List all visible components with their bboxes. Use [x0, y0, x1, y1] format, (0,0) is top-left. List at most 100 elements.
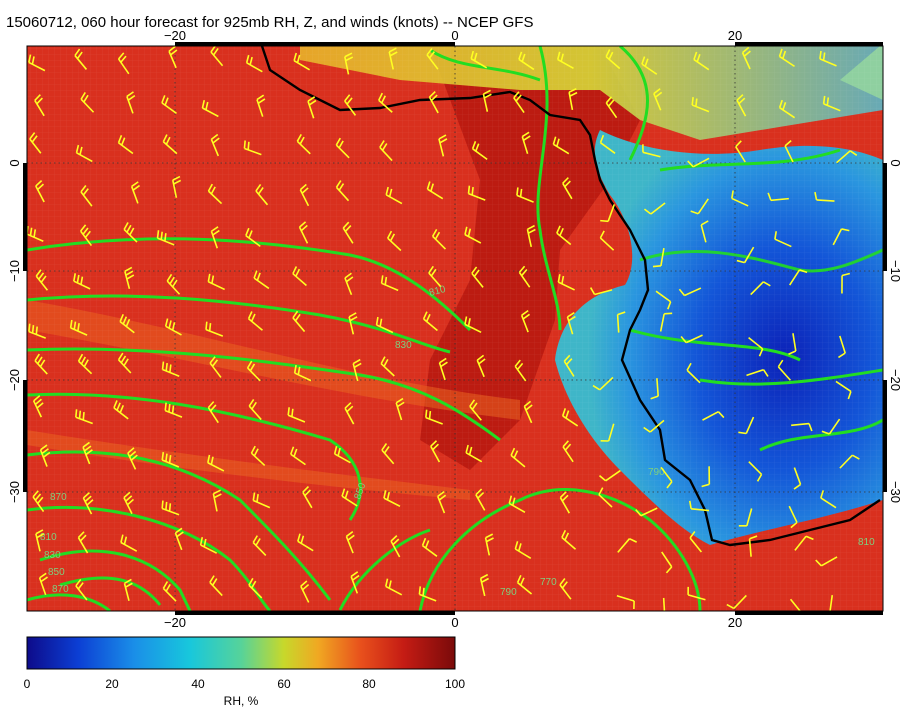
wind-barb-staff [820, 556, 838, 567]
wind-barb-staff [823, 103, 841, 112]
wind-barb-feather [34, 398, 42, 406]
wind-barb-feather [84, 495, 92, 503]
wind-barb-staff [653, 93, 662, 111]
wind-barb-feather [160, 231, 163, 240]
wind-barb-feather [82, 492, 90, 499]
wind-barb-feather [383, 490, 387, 499]
wind-barb-staff [558, 281, 575, 291]
wind-barb-feather [731, 190, 734, 199]
wind-barb-staff [250, 452, 266, 466]
wind-barb-feather [598, 474, 607, 482]
wind-barb-staff [562, 415, 579, 427]
wind-barb-staff [520, 315, 529, 333]
wind-barb-staff [426, 54, 439, 70]
wind-barb-staff [395, 402, 403, 421]
wind-barb-feather [438, 134, 447, 140]
wind-barb-feather [125, 495, 133, 502]
wind-barb-feather [249, 363, 256, 372]
wind-barb-staff [302, 491, 313, 509]
wind-barb-staff [750, 281, 764, 296]
wind-barb-feather [76, 51, 83, 60]
wind-barb-feather [467, 318, 471, 327]
wind-barb-feather [344, 94, 351, 102]
wind-barb-feather [516, 362, 524, 371]
wind-barb-feather [478, 358, 486, 365]
wind-barb-feather [556, 51, 561, 60]
contour-label: 870 [50, 492, 67, 503]
wind-barb-staff [345, 536, 354, 554]
wind-barb-staff [255, 190, 269, 206]
wind-barb-staff [684, 287, 702, 297]
wind-barb-feather [295, 268, 301, 277]
wind-barb-staff [210, 51, 224, 67]
wind-barb-feather [736, 94, 744, 101]
wind-barb-feather [174, 527, 183, 534]
wind-barb-feather [562, 177, 569, 184]
wind-barb-feather [381, 143, 388, 151]
wind-barb-feather [36, 402, 44, 409]
wind-barb-feather [162, 581, 169, 589]
wind-barb-feather [644, 58, 649, 67]
wind-barb-feather [617, 311, 626, 316]
wind-barb-feather [252, 492, 256, 501]
wind-barb-feather [83, 94, 89, 103]
wind-barb-staff [518, 58, 535, 71]
frame-ticks [23, 42, 887, 615]
wind-barb-staff [464, 233, 482, 244]
wind-barb-feather [38, 272, 45, 280]
wind-barb-feather [664, 312, 673, 315]
wind-barb-feather [851, 454, 860, 460]
wind-barb-feather [821, 430, 830, 435]
wind-barb-feather [513, 91, 520, 99]
wind-barb-staff [736, 99, 747, 117]
wind-barb-feather [76, 274, 80, 284]
wind-barb-feather [161, 451, 165, 461]
wind-barb-staff [471, 272, 484, 288]
wind-barb-staff [594, 289, 613, 296]
lat-label-right: −30 [888, 481, 903, 503]
lat-label-left: −10 [7, 260, 22, 282]
wind-barb-feather [395, 397, 404, 404]
wind-barb-feather [84, 445, 92, 452]
wind-barb-feather [251, 401, 257, 410]
wind-barb-feather [207, 454, 211, 463]
wind-barb-staff [689, 537, 703, 553]
wind-barb-feather [40, 275, 47, 283]
wind-barb-feather [431, 229, 438, 237]
wind-barb-feather [826, 97, 830, 106]
wind-barb-feather [301, 187, 309, 194]
wind-barb-feather [383, 446, 390, 454]
wind-barb-feather [85, 449, 93, 456]
wind-barb-staff [432, 235, 447, 250]
wind-barb-feather [424, 540, 430, 549]
wind-barb-feather [516, 574, 522, 583]
wind-barb-staff [32, 496, 45, 513]
wind-barb-feather [124, 266, 133, 273]
wind-barb-staff [248, 405, 262, 421]
wind-barb-feather [293, 448, 298, 457]
wind-barb-feather [389, 51, 398, 57]
wind-barb-feather [161, 95, 166, 104]
wind-barb-staff [793, 467, 802, 485]
wind-barb-feather [701, 483, 710, 488]
wind-barb-feather [341, 488, 346, 497]
wind-barb-feather [439, 357, 447, 364]
wind-barb-feather [255, 184, 262, 192]
wind-barb-staff [650, 202, 666, 215]
wind-barb-feather [29, 227, 33, 236]
wind-barb-staff [113, 407, 129, 420]
wind-barb-feather [525, 404, 533, 411]
wind-barb-feather [565, 410, 570, 419]
wind-barb-staff [253, 499, 271, 509]
wind-barb-feather [203, 538, 207, 548]
wind-barb-staff [82, 497, 93, 515]
wind-barb-feather [428, 51, 436, 59]
wind-barb-feather [300, 535, 305, 544]
wind-barb-staff [164, 409, 183, 418]
wind-barb-feather [564, 180, 571, 188]
wind-barb-feather [337, 447, 341, 457]
wind-barb-feather [171, 322, 176, 331]
wind-barb-feather [164, 97, 169, 106]
wind-barb-feather [335, 137, 342, 146]
wind-barb-feather [80, 356, 87, 365]
